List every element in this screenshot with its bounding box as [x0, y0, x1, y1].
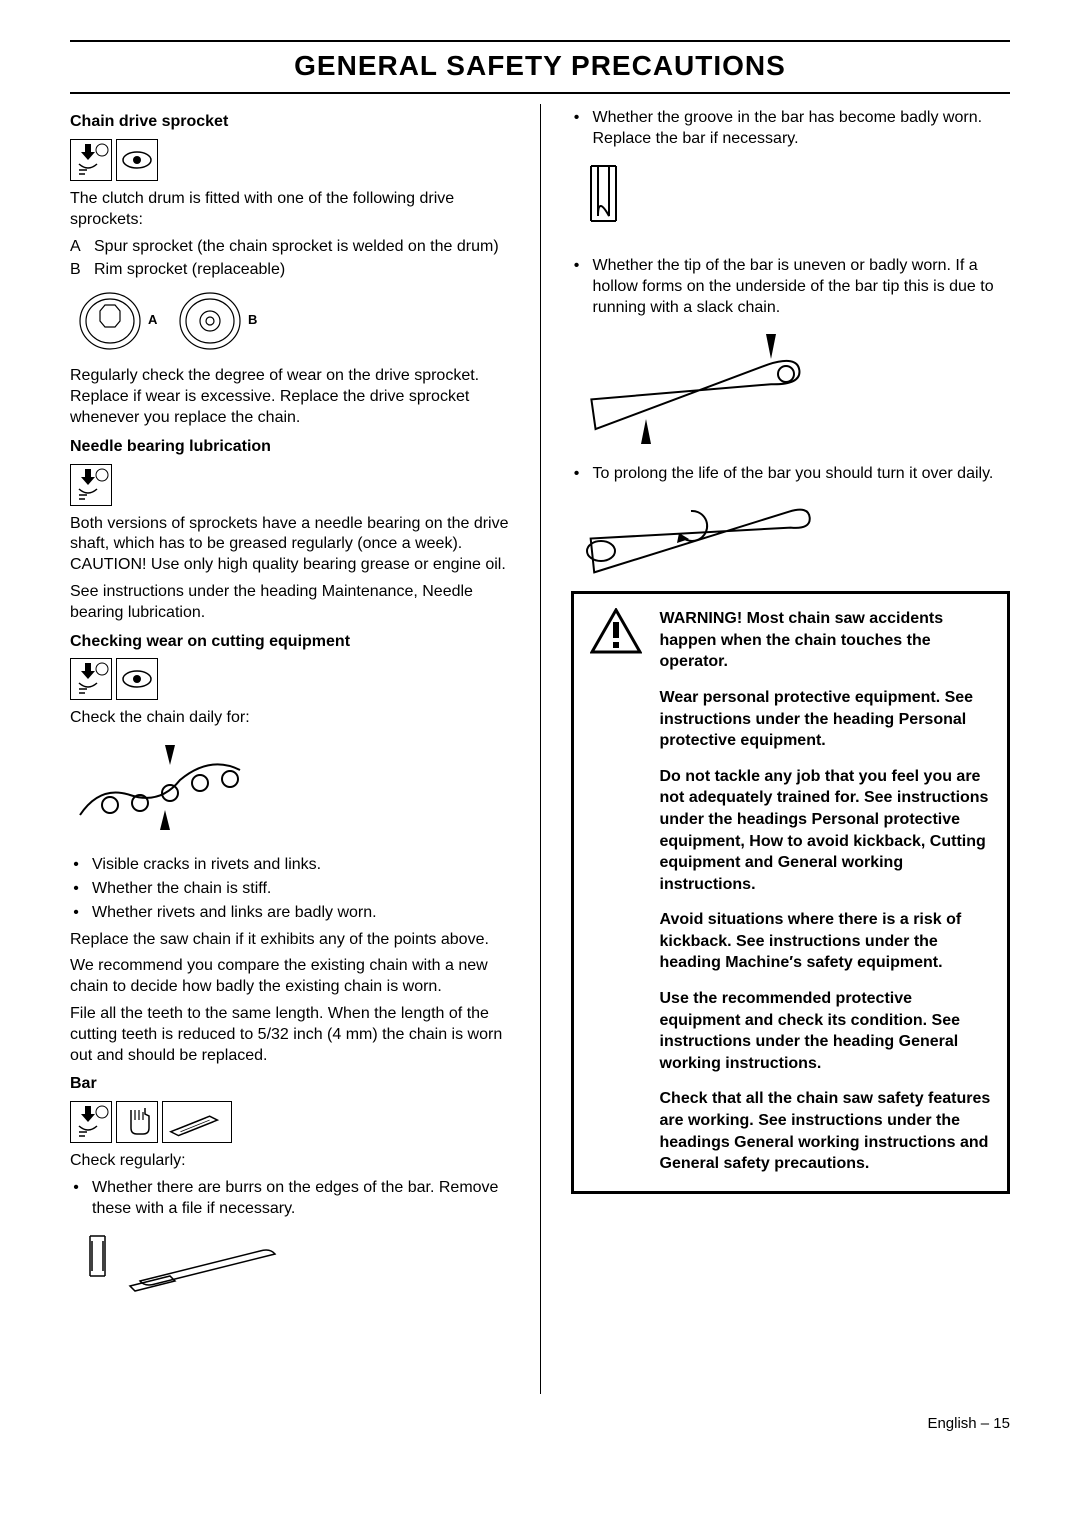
subhead-chain-drive: Chain drive sprocket: [70, 112, 510, 133]
subhead-checking-wear: Checking wear on cutting equipment: [70, 632, 510, 653]
list-text: Spur sprocket (the chain sprocket is wel…: [94, 237, 499, 258]
bar-flip-illustration: [571, 491, 1011, 581]
eye-target-icon: [116, 139, 158, 181]
arrow-stop-icon: [70, 658, 112, 700]
sprocket-types-list: A Spur sprocket (the chain sprocket is we…: [70, 237, 510, 281]
bar-check-list-1: Whether there are burrs on the edges of …: [70, 1178, 510, 1220]
para-sprocket-intro: The clutch drum is fitted with one of th…: [70, 189, 510, 231]
warning-para: Wear personal protective equipment. See …: [660, 687, 992, 752]
file-icon: [162, 1101, 232, 1143]
icon-row-bar: [70, 1101, 510, 1143]
list-item: Whether the groove in the bar has become…: [571, 108, 1011, 150]
bar-tip-illustration: [571, 324, 1011, 454]
page-title: GENERAL SAFETY PRECAUTIONS: [70, 48, 1010, 84]
warning-text: WARNING! Most chain saw accidents happen…: [660, 608, 992, 1175]
warning-para: Check that all the chain saw safety feat…: [660, 1088, 992, 1174]
bar-file-illustration: [70, 1226, 510, 1306]
subhead-bar: Bar: [70, 1074, 510, 1095]
page-footer: English – 15: [70, 1414, 1010, 1434]
icon-row-sprocket: [70, 139, 510, 181]
top-rule: [70, 40, 1010, 42]
subhead-needle-bearing: Needle bearing lubrication: [70, 437, 510, 458]
para-see-maintenance: See instructions under the heading Maint…: [70, 582, 510, 624]
title-underline: [70, 92, 1010, 94]
warning-box: WARNING! Most chain saw accidents happen…: [571, 591, 1011, 1194]
para-file-teeth: File all the teeth to the same length. W…: [70, 1004, 510, 1066]
icon-row-lube: [70, 464, 510, 506]
list-item: Whether the tip of the bar is uneven or …: [571, 256, 1011, 318]
bullet-text: Visible cracks in rivets and links.: [92, 855, 321, 876]
arrow-stop-icon: [70, 1101, 112, 1143]
list-letter-b: B: [70, 260, 88, 281]
list-item: A Spur sprocket (the chain sprocket is we…: [70, 237, 510, 258]
para-compare-chain: We recommend you compare the existing ch…: [70, 956, 510, 998]
bar-check-list-4: To prolong the life of the bar you shoul…: [571, 464, 1011, 485]
para-replace-chain: Replace the saw chain if it exhibits any…: [70, 930, 510, 951]
list-item: Whether rivets and links are badly worn.: [70, 903, 510, 924]
warning-para: WARNING! Most chain saw accidents happen…: [660, 608, 992, 673]
list-text: Rim sprocket (replaceable): [94, 260, 285, 281]
bar-check-list-2: Whether the groove in the bar has become…: [571, 108, 1011, 150]
para-sprocket-wear: Regularly check the degree of wear on th…: [70, 366, 510, 428]
para-needle-bearing: Both versions of sprockets have a needle…: [70, 514, 510, 576]
chain-illustration: [70, 735, 510, 845]
bullet-text: To prolong the life of the bar you shoul…: [593, 464, 994, 485]
icon-row-checking: [70, 658, 510, 700]
chain-check-list: Visible cracks in rivets and links. Whet…: [70, 855, 510, 923]
left-column: Chain drive sprocket The clutch drum is …: [70, 104, 510, 1394]
arrow-stop-icon: [70, 139, 112, 181]
warning-icon: [590, 608, 646, 1175]
list-letter-a: A: [70, 237, 88, 258]
bullet-text: Whether the groove in the bar has become…: [593, 108, 1011, 150]
bullet-text: Whether the chain is stiff.: [92, 879, 271, 900]
para-check-regularly: Check regularly:: [70, 1151, 510, 1172]
list-item: Whether there are burrs on the edges of …: [70, 1178, 510, 1220]
bullet-text: Whether rivets and links are badly worn.: [92, 903, 377, 924]
list-item: Visible cracks in rivets and links.: [70, 855, 510, 876]
two-column-layout: Chain drive sprocket The clutch drum is …: [70, 104, 1010, 1394]
arrow-stop-icon: [70, 464, 112, 506]
label-a: A: [148, 312, 158, 327]
sprocket-ab-illustration: A B: [70, 286, 510, 356]
bullet-text: Whether there are burrs on the edges of …: [92, 1178, 510, 1220]
column-divider: [540, 104, 541, 1394]
right-column: Whether the groove in the bar has become…: [571, 104, 1011, 1394]
glove-icon: [116, 1101, 158, 1143]
para-check-daily: Check the chain daily for:: [70, 708, 510, 729]
warning-para: Do not tackle any job that you feel you …: [660, 766, 992, 896]
list-item: To prolong the life of the bar you shoul…: [571, 464, 1011, 485]
bullet-text: Whether the tip of the bar is uneven or …: [593, 256, 1011, 318]
label-b: B: [248, 312, 257, 327]
list-item: Whether the chain is stiff.: [70, 879, 510, 900]
list-item: B Rim sprocket (replaceable): [70, 260, 510, 281]
bar-check-list-3: Whether the tip of the bar is uneven or …: [571, 256, 1011, 318]
bar-groove-illustration: [571, 156, 1011, 246]
eye-target-icon: [116, 658, 158, 700]
warning-para: Avoid situations where there is a risk o…: [660, 909, 992, 974]
warning-para: Use the recommended protective equipment…: [660, 988, 992, 1074]
